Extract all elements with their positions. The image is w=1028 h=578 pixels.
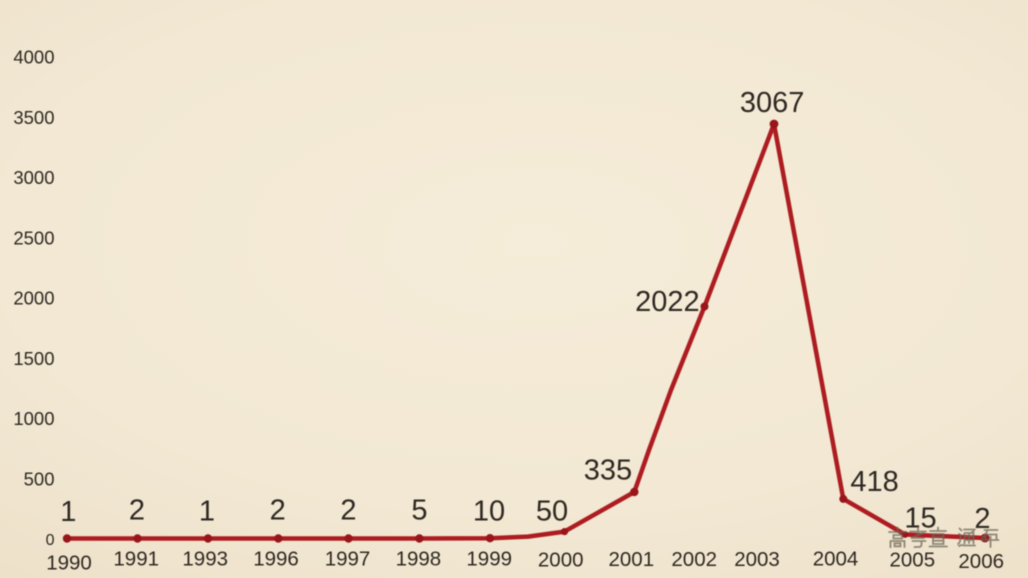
- svg-text:2000: 2000: [538, 549, 584, 572]
- svg-text:2005: 2005: [889, 549, 935, 572]
- svg-text:1: 1: [60, 496, 76, 528]
- svg-text:3500: 3500: [13, 107, 54, 128]
- svg-text:1997: 1997: [325, 548, 371, 571]
- svg-text:5: 5: [411, 495, 427, 527]
- svg-text:2004: 2004: [813, 548, 859, 571]
- svg-text:2: 2: [974, 503, 990, 535]
- svg-text:500: 500: [24, 468, 55, 489]
- svg-text:1999: 1999: [466, 548, 512, 571]
- svg-text:2022: 2022: [635, 286, 700, 318]
- svg-text:1993: 1993: [182, 548, 228, 571]
- svg-text:1996: 1996: [253, 548, 299, 571]
- svg-text:2: 2: [340, 495, 356, 527]
- svg-text:10: 10: [473, 496, 505, 528]
- svg-text:1990: 1990: [46, 552, 92, 575]
- svg-text:1991: 1991: [113, 548, 159, 571]
- svg-text:0: 0: [46, 532, 55, 549]
- svg-text:1: 1: [199, 496, 215, 528]
- svg-text:2006: 2006: [958, 550, 1004, 573]
- svg-text:15: 15: [904, 503, 936, 535]
- svg-text:418: 418: [850, 466, 898, 498]
- svg-text:2500: 2500: [13, 227, 54, 248]
- svg-text:1000: 1000: [13, 408, 54, 429]
- svg-text:1998: 1998: [396, 548, 442, 571]
- svg-text:50: 50: [536, 496, 568, 528]
- svg-text:2000: 2000: [13, 288, 54, 309]
- svg-text:2001: 2001: [608, 548, 654, 571]
- svg-text:2: 2: [270, 495, 286, 527]
- svg-text:1500: 1500: [13, 348, 54, 369]
- svg-text:4000: 4000: [13, 47, 54, 68]
- svg-text:2: 2: [129, 495, 145, 527]
- svg-text:2003: 2003: [734, 548, 780, 571]
- svg-text:3000: 3000: [13, 167, 54, 188]
- svg-text:335: 335: [584, 455, 632, 487]
- svg-text:3067: 3067: [740, 87, 805, 119]
- svg-text:2002: 2002: [671, 548, 717, 571]
